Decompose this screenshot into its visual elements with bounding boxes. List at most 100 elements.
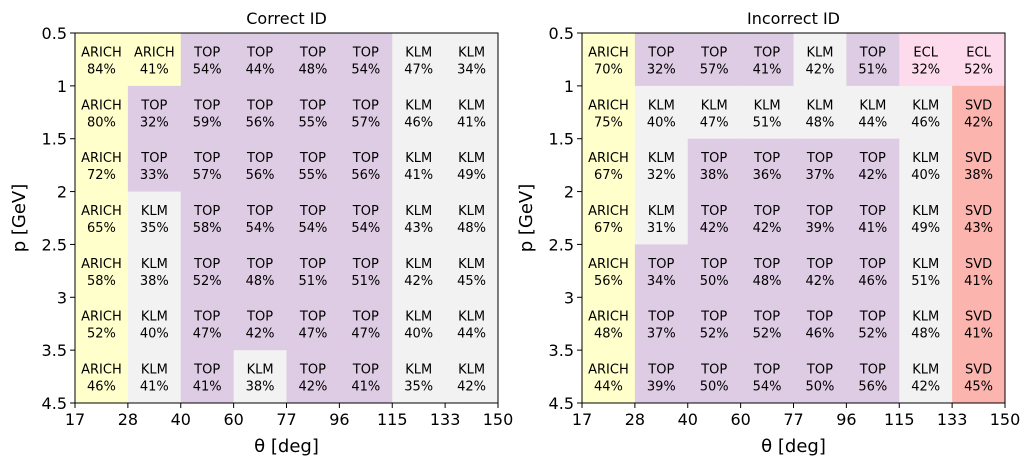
cell-detector-label: ECL xyxy=(913,45,938,60)
cell-percent-label: 46% xyxy=(805,327,834,342)
cell-detector-label: SVD xyxy=(965,363,992,378)
cell-detector-label: TOP xyxy=(859,310,886,325)
cell-detector-label: KLM xyxy=(405,45,432,60)
heatmap-cell xyxy=(286,350,340,404)
cell-percent-label: 51% xyxy=(911,274,940,289)
heatmap-cell xyxy=(793,191,847,245)
cell-percent-label: 45% xyxy=(964,380,993,395)
cell-percent-label: 52% xyxy=(964,62,993,77)
cell-percent-label: 41% xyxy=(351,380,380,395)
cell-detector-label: TOP xyxy=(700,151,727,166)
cell-percent-label: 37% xyxy=(805,168,834,183)
heatmap-cell xyxy=(233,33,287,87)
x-tick-label: 28 xyxy=(118,410,138,429)
y-tick-label: 1.5 xyxy=(42,130,67,149)
cell-percent-label: 42% xyxy=(911,380,940,395)
cell-detector-label: KLM xyxy=(912,151,939,166)
cell-detector-label: KLM xyxy=(458,151,485,166)
cell-percent-label: 34% xyxy=(457,62,486,77)
cell-percent-label: 42% xyxy=(700,221,729,236)
cell-percent-label: 52% xyxy=(753,327,782,342)
cell-percent-label: 47% xyxy=(700,115,729,130)
heatmap-cell xyxy=(582,297,636,351)
heatmap-cell xyxy=(127,244,182,298)
cell-detector-label: TOP xyxy=(352,204,379,219)
cell-percent-label: 36% xyxy=(753,168,782,183)
heatmap-cell xyxy=(952,191,1006,245)
cell-detector-label: TOP xyxy=(193,257,220,272)
x-tick-label: 40 xyxy=(171,410,191,429)
cell-detector-label: TOP xyxy=(859,363,886,378)
x-tick-label: 28 xyxy=(625,410,645,429)
heatmap-cell xyxy=(952,138,1006,193)
y-axis-label: p [GeV] xyxy=(516,184,537,253)
heatmap-cell xyxy=(392,350,446,404)
cell-detector-label: KLM xyxy=(405,310,432,325)
heatmap-cell xyxy=(952,297,1006,351)
cell-percent-label: 67% xyxy=(594,221,623,236)
cell-detector-label: TOP xyxy=(299,204,326,219)
cell-percent-label: 41% xyxy=(457,115,486,130)
x-tick-label: 77 xyxy=(276,410,296,429)
cell-percent-label: 57% xyxy=(193,168,222,183)
cell-detector-label: TOP xyxy=(700,204,727,219)
cell-percent-label: 42% xyxy=(298,380,327,395)
cell-detector-label: TOP xyxy=(647,310,674,325)
heatmap-cell xyxy=(445,138,499,193)
heatmap-cell xyxy=(445,191,499,245)
heatmap-cell xyxy=(687,33,742,87)
cell-percent-label: 57% xyxy=(351,115,380,130)
heatmap-cell xyxy=(899,244,953,298)
heatmap-cell xyxy=(952,350,1006,404)
cell-percent-label: 42% xyxy=(404,274,433,289)
cell-percent-label: 65% xyxy=(87,221,116,236)
heatmap-cell xyxy=(75,191,129,245)
cell-percent-label: 52% xyxy=(858,327,887,342)
cell-percent-label: 56% xyxy=(246,168,275,183)
cell-percent-label: 41% xyxy=(140,62,169,77)
cell-detector-label: TOP xyxy=(806,151,833,166)
cell-percent-label: 51% xyxy=(858,62,887,77)
cell-detector-label: KLM xyxy=(458,363,485,378)
heatmap-cell xyxy=(75,244,129,298)
cell-percent-label: 41% xyxy=(140,380,169,395)
x-tick-label: 60 xyxy=(223,410,243,429)
cell-percent-label: 42% xyxy=(805,274,834,289)
cell-detector-label: TOP xyxy=(352,45,379,60)
cell-percent-label: 48% xyxy=(805,115,834,130)
heatmap-cell xyxy=(75,33,129,87)
heatmap-cell xyxy=(634,244,689,298)
cell-detector-label: TOP xyxy=(647,257,674,272)
cell-detector-label: KLM xyxy=(141,204,168,219)
cell-detector-label: SVD xyxy=(965,257,992,272)
heatmap-cell xyxy=(286,297,340,351)
x-axis-label: θ [deg] xyxy=(254,436,319,457)
cell-detector-label: TOP xyxy=(806,310,833,325)
cell-detector-label: TOP xyxy=(299,151,326,166)
cell-detector-label: KLM xyxy=(648,151,675,166)
heatmap-cell xyxy=(740,191,794,245)
cell-percent-label: 41% xyxy=(964,327,993,342)
heatmap-cell xyxy=(952,33,1006,87)
heatmap-cell xyxy=(899,350,953,404)
heatmap-cell xyxy=(740,138,794,193)
heatmap-cell xyxy=(634,191,689,245)
heatmap-cell xyxy=(793,350,847,404)
cell-detector-label: TOP xyxy=(299,310,326,325)
heatmap-cell xyxy=(582,350,636,404)
cell-detector-label: TOP xyxy=(193,45,220,60)
x-axis-label: θ [deg] xyxy=(761,436,826,457)
x-tick-label: 150 xyxy=(483,410,514,429)
cell-percent-label: 33% xyxy=(140,168,169,183)
heatmap-cell xyxy=(846,191,900,245)
cell-detector-label: KLM xyxy=(912,257,939,272)
cell-percent-label: 54% xyxy=(246,221,275,236)
heatmap-cell xyxy=(899,33,953,87)
heatmap-cell xyxy=(339,297,393,351)
cell-percent-label: 52% xyxy=(193,274,222,289)
cell-percent-label: 57% xyxy=(700,62,729,77)
heatmap-cell xyxy=(392,297,446,351)
heatmap-cell xyxy=(339,191,393,245)
cell-percent-label: 32% xyxy=(911,62,940,77)
heatmap-cell xyxy=(899,191,953,245)
